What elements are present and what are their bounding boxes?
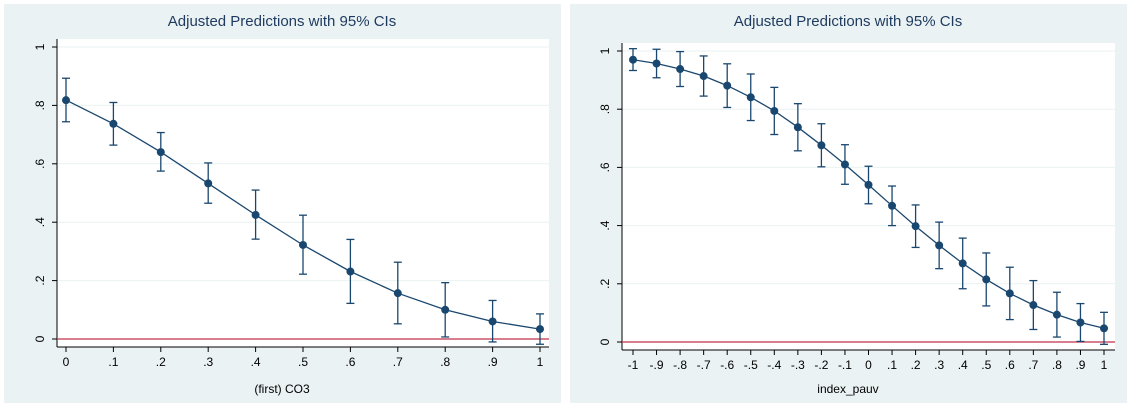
data-point <box>393 289 402 298</box>
data-point <box>817 141 826 150</box>
data-point <box>204 179 213 188</box>
data-point <box>793 123 802 132</box>
x-tick-label: -.5 <box>744 358 758 372</box>
x-tick-label: .9 <box>1075 358 1085 372</box>
plot-area <box>57 39 549 347</box>
data-point <box>488 317 497 326</box>
chart-left-svg: Adjusted Predictions with 95% CIs (first… <box>33 13 549 396</box>
x-tick-label: -.2 <box>814 358 828 372</box>
data-point <box>652 59 661 68</box>
x-tick-label: .8 <box>1052 358 1062 372</box>
data-point <box>251 210 260 219</box>
data-point <box>911 222 920 231</box>
x-tick-label: .2 <box>911 358 921 372</box>
x-tick-label: -1 <box>628 358 639 372</box>
y-tick-label: .6 <box>598 162 612 172</box>
data-point <box>935 241 944 250</box>
y-tick-label: .4 <box>598 220 612 230</box>
x-tick-label: .3 <box>203 355 213 369</box>
data-point <box>536 325 544 334</box>
x-tick-label: .7 <box>393 355 403 369</box>
y-tick-label: .4 <box>33 217 47 227</box>
y-tick-label: .2 <box>598 278 612 288</box>
y-tick-label: 1 <box>33 43 47 50</box>
chart-title: Adjusted Predictions with 95% CIs <box>734 13 962 30</box>
x-tick-label: -.1 <box>838 358 852 372</box>
data-point <box>699 72 708 81</box>
x-tick-label: -.3 <box>791 358 805 372</box>
data-point <box>746 93 755 102</box>
data-point <box>62 96 70 105</box>
data-point <box>958 259 967 268</box>
x-tick-label: .2 <box>156 355 166 369</box>
x-tick-label: .1 <box>887 358 897 372</box>
x-tick-label: .9 <box>488 355 498 369</box>
data-point <box>723 81 732 90</box>
data-point <box>1005 289 1014 298</box>
x-axis-label: (first) CO3 <box>254 382 310 396</box>
data-point <box>299 240 307 249</box>
x-tick-label: -.6 <box>720 358 734 372</box>
data-point <box>346 267 355 276</box>
data-point <box>1076 318 1085 327</box>
y-tick-label: .8 <box>33 100 47 110</box>
y-tick-label: 1 <box>598 47 612 54</box>
x-tick-label: -.4 <box>767 358 781 372</box>
y-tick-label: 0 <box>598 338 612 345</box>
y-tick-label: 0 <box>33 335 47 342</box>
x-tick-label: 0 <box>63 355 70 369</box>
x-tick-label: -.8 <box>673 358 687 372</box>
data-point <box>629 55 637 64</box>
x-tick-label: .7 <box>1028 358 1038 372</box>
data-point <box>156 148 165 157</box>
chart-right-svg: Adjusted Predictions with 95% CIs index_… <box>598 13 1115 396</box>
chart-title: Adjusted Predictions with 95% CIs <box>168 13 396 30</box>
x-tick-label: 1 <box>537 355 544 369</box>
x-tick-label: .5 <box>981 358 991 372</box>
data-point <box>864 180 873 189</box>
data-point <box>840 160 849 169</box>
x-tick-label: .6 <box>345 355 355 369</box>
chart-panel-right: Adjusted Predictions with 95% CIs index_… <box>570 4 1127 403</box>
data-point <box>770 106 779 115</box>
x-tick-label: .4 <box>958 358 968 372</box>
data-point <box>676 65 685 74</box>
x-tick-label: .5 <box>298 355 308 369</box>
y-tick-label: .8 <box>598 104 612 114</box>
x-tick-label: .1 <box>108 355 118 369</box>
x-tick-label: .4 <box>251 355 261 369</box>
data-point <box>982 275 991 284</box>
x-tick-label: .6 <box>1005 358 1015 372</box>
x-tick-label: -.7 <box>697 358 711 372</box>
data-point <box>1029 301 1038 310</box>
x-tick-label: 0 <box>865 358 872 372</box>
chart-panel-left: Adjusted Predictions with 95% CIs (first… <box>4 4 561 403</box>
x-tick-label: .8 <box>440 355 450 369</box>
x-axis-label: index_pauv <box>817 382 878 396</box>
x-tick-label: -.9 <box>650 358 664 372</box>
y-tick-label: .6 <box>33 158 47 168</box>
y-tick-label: .2 <box>33 275 47 285</box>
data-point <box>109 119 118 128</box>
data-point <box>1100 324 1108 333</box>
data-point <box>1052 310 1061 319</box>
x-tick-label: 1 <box>1101 358 1108 372</box>
data-point <box>441 305 450 314</box>
data-point <box>888 201 897 210</box>
x-tick-label: .3 <box>934 358 944 372</box>
